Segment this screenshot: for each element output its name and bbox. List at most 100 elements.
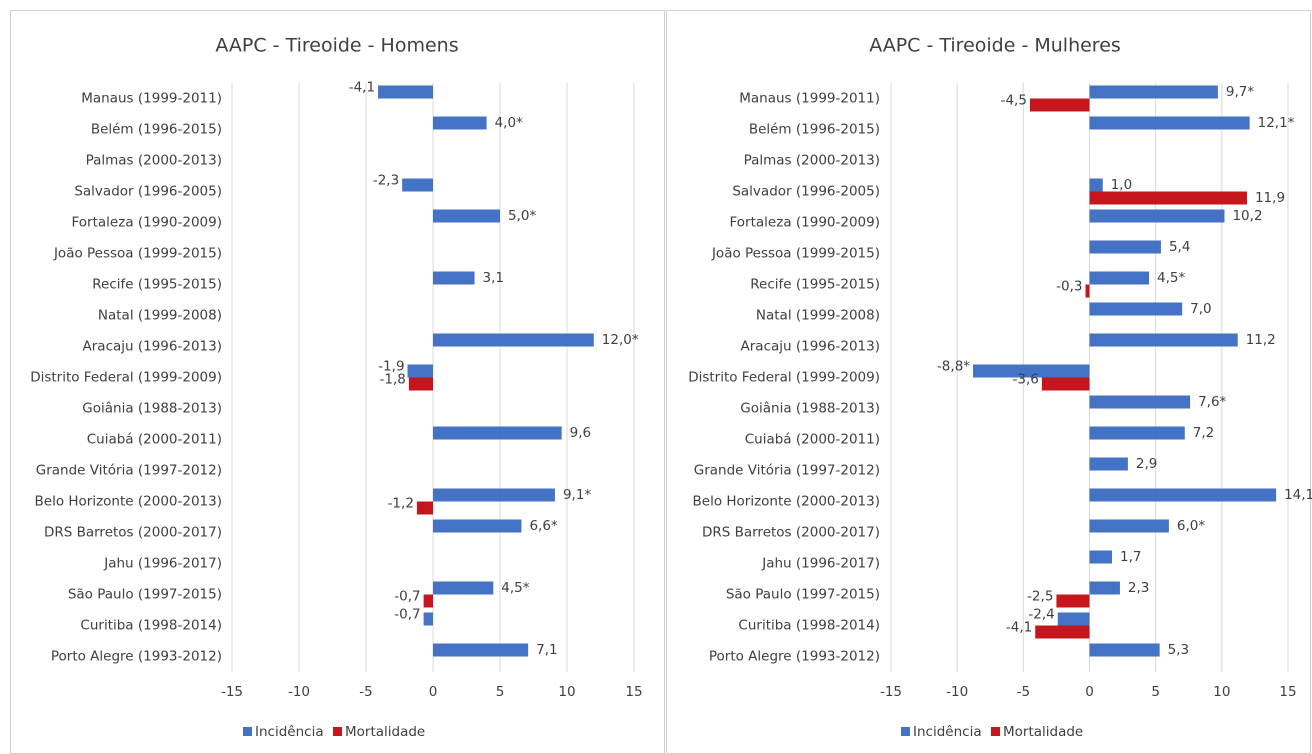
data-label: 11,9 xyxy=(1255,190,1285,206)
data-label: -0,7 xyxy=(394,589,420,605)
bar xyxy=(1089,240,1161,254)
bar xyxy=(1089,209,1225,223)
y-tick-label: Manaus (1999-2011) xyxy=(739,91,880,107)
data-label: 1,7 xyxy=(1120,549,1141,565)
bar xyxy=(1089,457,1128,471)
bar xyxy=(1029,98,1090,112)
data-label: -0,7 xyxy=(394,607,420,623)
bar xyxy=(416,501,433,515)
y-tick-label: DRS Barretos (2000-2017) xyxy=(702,525,880,541)
y-tick-label: Grande Vitória (1997-2012) xyxy=(694,463,880,479)
bar xyxy=(1089,85,1218,99)
bar xyxy=(408,377,433,391)
data-label: -0,3 xyxy=(1056,279,1082,295)
data-label: 2,3 xyxy=(1128,580,1149,596)
legend-swatch xyxy=(991,727,1000,736)
y-tick-label: Palmas (2000-2013) xyxy=(86,153,222,169)
data-label: -1,2 xyxy=(388,496,414,512)
y-tick-label: Aracaju (1996-2013) xyxy=(741,339,880,355)
y-tick-label: Salvador (1996-2005) xyxy=(74,184,222,200)
data-label: 4,5* xyxy=(1157,270,1185,286)
y-tick-label: João Pessoa (1999-2015) xyxy=(53,246,222,262)
x-tick-label: 10 xyxy=(1213,684,1230,700)
data-label: 9,1* xyxy=(563,487,591,503)
chart-title: AAPC - Tireoide - Homens xyxy=(215,35,458,57)
x-tick-label: -10 xyxy=(288,684,310,700)
legend-swatch xyxy=(333,727,342,736)
x-tick-label: 0 xyxy=(1085,684,1094,700)
data-label: 12,1* xyxy=(1258,115,1295,131)
y-tick-label: Natal (1999-2008) xyxy=(98,308,222,324)
bar xyxy=(433,116,487,130)
bar xyxy=(378,85,433,99)
data-label: 4,0* xyxy=(495,115,523,131)
chart-title: AAPC - Tireoide - Mulheres xyxy=(869,35,1121,57)
data-label: -4,1 xyxy=(349,80,375,96)
y-tick-label: Fortaleza (1990-2009) xyxy=(72,215,222,231)
bar xyxy=(433,519,522,533)
data-label: 7,1 xyxy=(536,642,557,658)
data-label: -8,8* xyxy=(937,359,970,375)
bar xyxy=(407,364,433,378)
x-tick-label: -5 xyxy=(1017,684,1030,700)
bar xyxy=(433,581,494,595)
panel xyxy=(666,10,1311,754)
data-label: -4,5 xyxy=(1001,93,1027,109)
y-tick-label: Recife (1995-2015) xyxy=(92,277,222,293)
y-tick-label: Distrito Federal (1999-2009) xyxy=(30,370,222,386)
bar xyxy=(1056,594,1090,608)
y-tick-label: Salvador (1996-2005) xyxy=(732,184,880,200)
data-label: -2,5 xyxy=(1027,589,1053,605)
data-label: -1,8 xyxy=(380,372,406,388)
bar xyxy=(1089,191,1247,205)
x-tick-label: -15 xyxy=(880,684,902,700)
bar xyxy=(402,178,433,192)
bar xyxy=(1089,302,1183,316)
legend-swatch xyxy=(901,727,910,736)
y-tick-label: Distrito Federal (1999-2009) xyxy=(688,370,880,386)
y-tick-label: Goiânia (1988-2013) xyxy=(82,401,222,417)
data-label: 5,0* xyxy=(508,208,536,224)
bar xyxy=(1089,426,1185,440)
data-label: 2,9 xyxy=(1136,456,1157,472)
bar xyxy=(1057,612,1090,626)
y-tick-label: Fortaleza (1990-2009) xyxy=(730,215,880,231)
legend-label: Mortalidade xyxy=(345,724,425,740)
y-tick-label: Grande Vitória (1997-2012) xyxy=(36,463,222,479)
y-tick-label: Cuiabá (2000-2011) xyxy=(745,432,880,448)
data-label: 11,2 xyxy=(1246,332,1276,348)
y-tick-label: Manaus (1999-2011) xyxy=(81,91,222,107)
y-tick-label: Porto Alegre (1993-2012) xyxy=(51,649,222,665)
bar xyxy=(433,426,562,440)
panel xyxy=(10,10,665,754)
bar xyxy=(1089,333,1238,347)
data-label: -2,4 xyxy=(1028,607,1054,623)
data-label: -2,3 xyxy=(373,173,399,189)
bar xyxy=(1085,284,1090,298)
data-label: 7,2 xyxy=(1193,425,1214,441)
y-tick-label: DRS Barretos (2000-2017) xyxy=(44,525,222,541)
legend-label: Incidência xyxy=(255,724,324,740)
y-tick-label: Curitiba (1998-2014) xyxy=(738,618,880,634)
data-label: 9,6 xyxy=(570,425,591,441)
bar xyxy=(973,364,1090,378)
bar xyxy=(1089,550,1112,564)
y-tick-label: Goiânia (1988-2013) xyxy=(740,401,880,417)
bar xyxy=(1089,488,1277,502)
y-tick-label: Jahu (1996-2017) xyxy=(103,556,222,572)
bar xyxy=(433,333,594,347)
data-label: 6,6* xyxy=(529,518,557,534)
bar xyxy=(1089,116,1250,130)
data-label: 5,4 xyxy=(1169,239,1190,255)
data-label: 9,7* xyxy=(1226,84,1254,100)
data-label: 4,5* xyxy=(501,580,529,596)
y-tick-label: Palmas (2000-2013) xyxy=(744,153,880,169)
data-label: 7,0 xyxy=(1190,301,1211,317)
y-tick-label: Curitiba (1998-2014) xyxy=(80,618,222,634)
bar xyxy=(433,643,529,657)
x-tick-label: -10 xyxy=(946,684,968,700)
legend-label: Mortalidade xyxy=(1003,724,1083,740)
data-label: -1,9 xyxy=(378,359,404,375)
data-label: 3,1 xyxy=(483,270,504,286)
